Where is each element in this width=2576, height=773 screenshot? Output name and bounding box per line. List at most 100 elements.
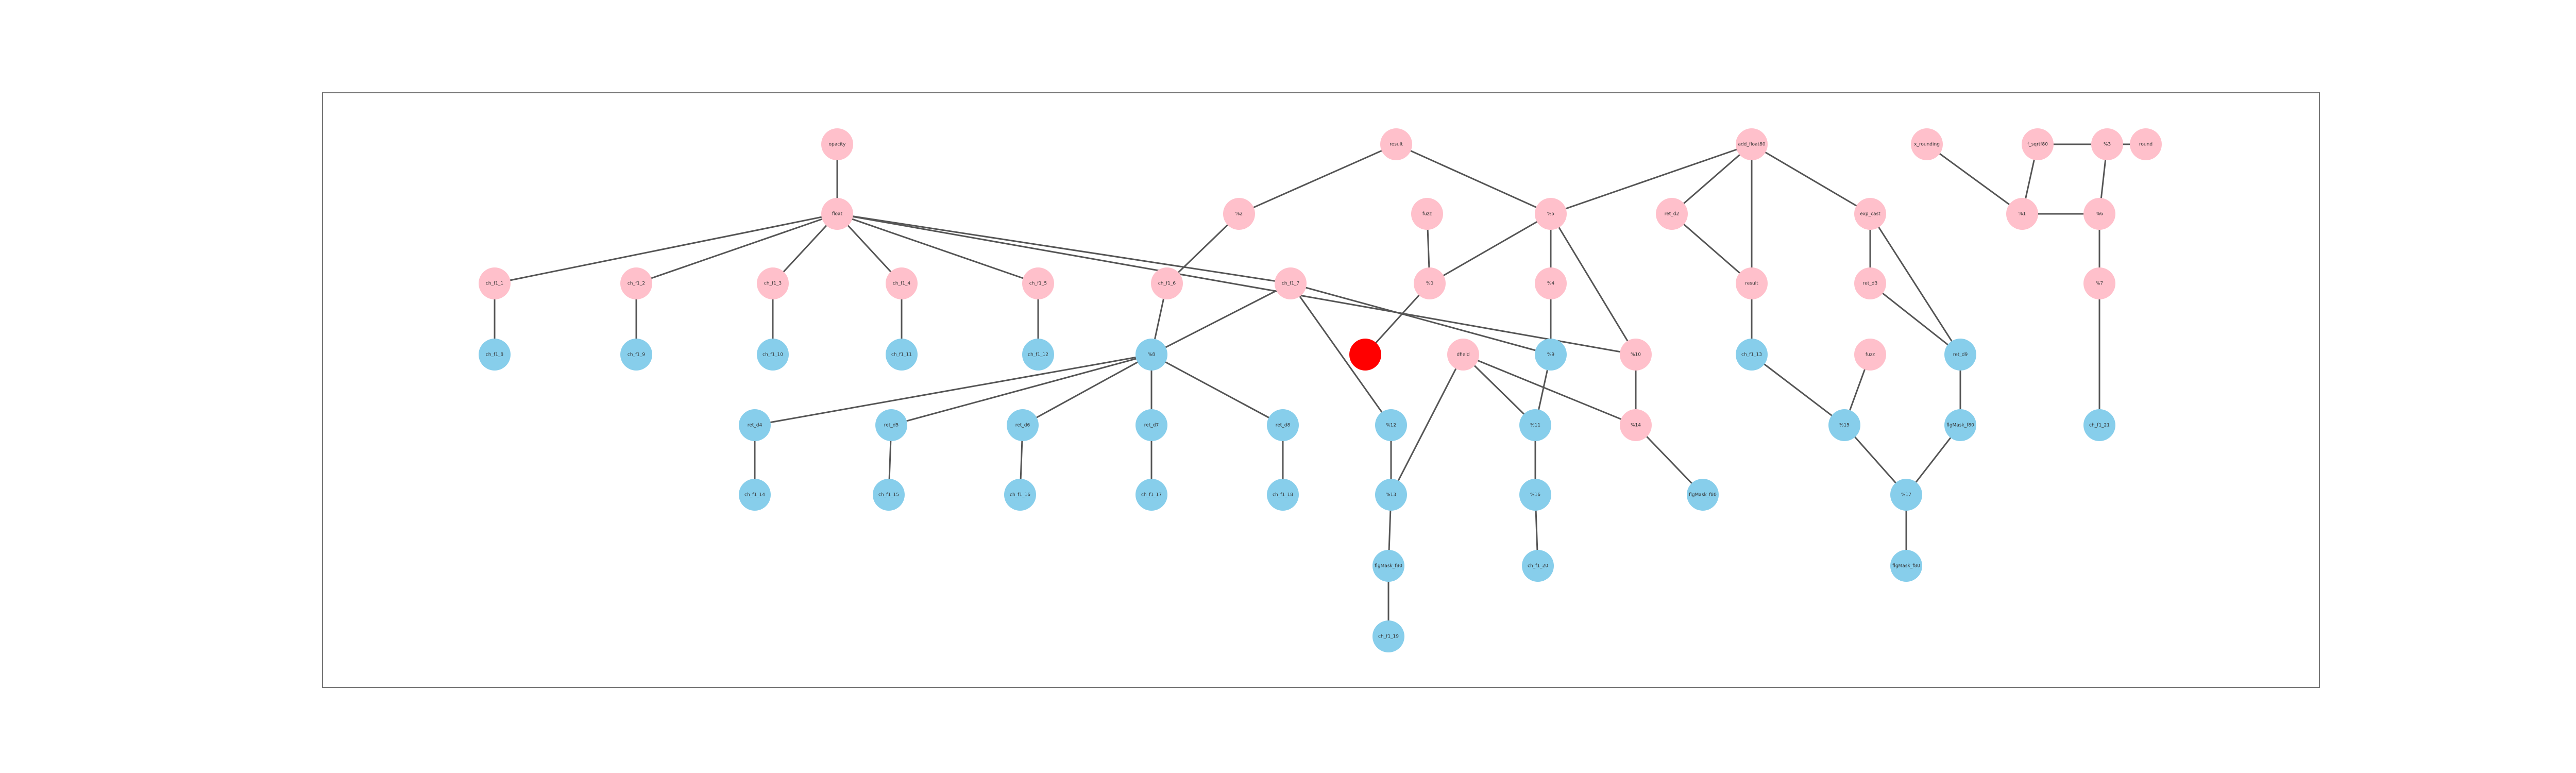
graph-edge xyxy=(1926,143,2023,215)
node-circle xyxy=(1890,479,1922,511)
graph-edge xyxy=(1550,213,1637,355)
node-circle xyxy=(2091,128,2123,160)
node-circle xyxy=(1854,339,1886,371)
graph-edge xyxy=(1151,282,1291,356)
graph-node: ret_d7 xyxy=(1136,409,1167,441)
graph-edge xyxy=(1462,354,1536,426)
graph-node: %7 xyxy=(2083,267,2115,299)
graph-node: %6 xyxy=(2083,198,2115,230)
node-label: x_rounding xyxy=(1914,142,1940,147)
node-label: exp_cast xyxy=(1860,212,1880,217)
graph-node: ch_f1_17 xyxy=(1136,479,1167,511)
node-circle xyxy=(1022,339,1054,371)
graph-edge xyxy=(1463,354,1636,426)
node-label: fuzz xyxy=(1866,352,1875,358)
node-label: ret_d2 xyxy=(1665,212,1680,217)
graph-node: %10 xyxy=(1620,339,1652,371)
plot-frame xyxy=(322,92,2320,688)
node-label: ret_d4 xyxy=(748,423,762,428)
node-circle xyxy=(2083,409,2115,441)
graph-node: fuzz xyxy=(1854,339,1886,371)
node-label: %2 xyxy=(1235,212,1243,217)
node-circle xyxy=(1519,479,1551,511)
graph-node: exp_cast xyxy=(1854,198,1886,230)
node-label: fuzz xyxy=(1422,212,1432,217)
node-label: %4 xyxy=(1547,281,1555,287)
node-circle xyxy=(821,198,853,230)
graph-node: ret_d5 xyxy=(875,409,907,441)
graph-node: ret_d3 xyxy=(1854,267,1886,299)
node-label: ch_f1_10 xyxy=(762,352,783,358)
graph-edge xyxy=(1290,282,1551,356)
graph-node: ch_f1_6 xyxy=(1151,267,1183,299)
node-label: %11 xyxy=(1530,423,1540,428)
graph-node: %11 xyxy=(1519,409,1551,441)
graph-node: float xyxy=(821,198,853,230)
node-circle xyxy=(1275,267,1307,299)
graph-node: ch_f1_10 xyxy=(757,339,789,371)
node-label: %14 xyxy=(1631,423,1641,428)
graph-edge xyxy=(1390,354,1464,495)
node-label: result xyxy=(1745,281,1758,287)
graph-edge xyxy=(1239,143,1397,215)
node-label: %9 xyxy=(1547,352,1555,358)
graph-node: ch_f1_19 xyxy=(1372,620,1404,652)
node-label: flgMask_f80 xyxy=(1375,564,1402,569)
node-circle xyxy=(1656,198,1688,230)
node-label: %8 xyxy=(1148,352,1156,358)
node-label: ch_f1_19 xyxy=(1378,634,1399,640)
graph-node: ch_f1_12 xyxy=(1022,339,1054,371)
node-label: f_sqrtf80 xyxy=(2027,142,2048,147)
node-label: flgMask_f80 xyxy=(1689,493,1717,498)
graph-node: ch_f1_9 xyxy=(620,339,652,371)
graph-node: ch_f1_2 xyxy=(620,267,652,299)
node-circle xyxy=(1022,267,1054,299)
graph-node: ch_f1_1 xyxy=(479,267,511,299)
node-circle xyxy=(886,339,918,371)
node-label: ch_f1_12 xyxy=(1028,352,1048,358)
graph-node: ret_d8 xyxy=(1267,409,1299,441)
node-label: %10 xyxy=(1631,352,1641,358)
graph-node: ch_f1_21 xyxy=(2083,409,2115,441)
node-label: ch_f1_5 xyxy=(1029,281,1047,287)
node-circle xyxy=(1535,198,1567,230)
graph-node: %15 xyxy=(1828,409,1860,441)
node-circle xyxy=(2130,128,2162,160)
node-label: %15 xyxy=(1839,423,1850,428)
node-circle xyxy=(1267,479,1299,511)
node-circle xyxy=(1372,620,1404,652)
node-circle xyxy=(1854,267,1886,299)
node-circle xyxy=(1890,550,1922,582)
graph-edge xyxy=(1671,143,1752,215)
node-label: ret_d3 xyxy=(1863,281,1878,287)
node-label: %6 xyxy=(2096,212,2104,217)
graph-edge xyxy=(1870,282,1961,356)
node-label: ret_d5 xyxy=(884,423,899,428)
graph-node: ch_f1_18 xyxy=(1267,479,1299,511)
graph-node: %9 xyxy=(1535,339,1567,371)
graph-node: ret_d2 xyxy=(1656,198,1688,230)
node-label: ret_d7 xyxy=(1144,423,1159,428)
node-circle xyxy=(1736,339,1768,371)
node-circle xyxy=(1828,409,1860,441)
node-label: %3 xyxy=(2104,142,2111,147)
graph-node: ret_d9 xyxy=(1944,339,1976,371)
node-circle xyxy=(1375,479,1407,511)
node-label: %7 xyxy=(2096,281,2103,287)
graph-node: %13 xyxy=(1375,479,1407,511)
graph-node: dfield xyxy=(1447,339,1479,371)
graph-edge xyxy=(837,213,1039,284)
node-label: ch_f1_20 xyxy=(1528,564,1548,569)
node-circle xyxy=(1004,479,1036,511)
node-circle xyxy=(620,339,652,371)
node-circle xyxy=(886,267,918,299)
node-circle xyxy=(1736,267,1768,299)
graph-node: ch_f1_11 xyxy=(886,339,918,371)
node-circle xyxy=(479,267,511,299)
graph-edge xyxy=(837,213,1291,284)
node-label: ch_f1_9 xyxy=(628,352,646,358)
graph-edge xyxy=(1869,213,1961,355)
graph-edge xyxy=(1751,143,1871,215)
node-label: ret_d8 xyxy=(1276,423,1291,428)
graph-edge xyxy=(1022,354,1152,426)
